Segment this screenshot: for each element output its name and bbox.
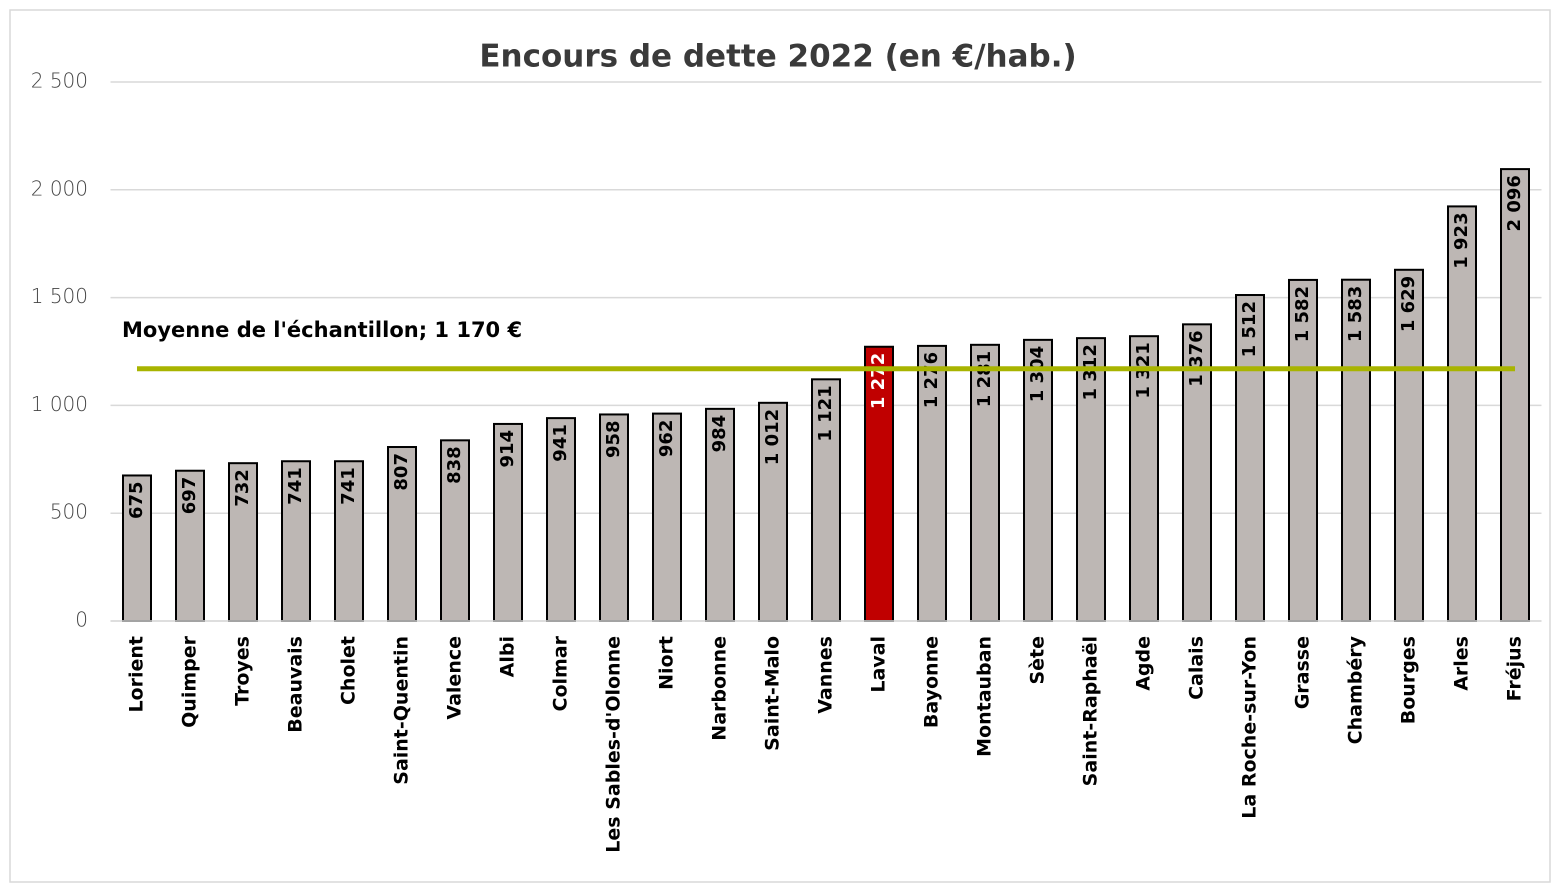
x-tick-label: Chambéry xyxy=(1345,635,1367,744)
bar xyxy=(652,412,682,622)
x-tick-label: Troyes xyxy=(232,636,254,706)
value-label: 1 376 xyxy=(1186,330,1207,386)
bar xyxy=(1076,337,1106,622)
x-tick-label: Lorient xyxy=(126,636,148,713)
x-tick-label: Albi xyxy=(497,636,519,677)
value-label: 1 276 xyxy=(921,352,942,408)
value-label: 741 xyxy=(285,467,306,505)
x-tick-label: Saint-Raphaël xyxy=(1080,636,1102,786)
value-label: 1 583 xyxy=(1345,286,1366,342)
value-label: 1 512 xyxy=(1239,301,1260,357)
y-tick-label: 2 000 xyxy=(31,176,88,200)
x-tick-label: Niort xyxy=(656,636,678,690)
value-label: 984 xyxy=(709,415,730,453)
reference-label: Moyenne de l'échantillon; 1 170 € xyxy=(122,318,522,342)
bar xyxy=(1394,268,1424,622)
x-tick-label: Sète xyxy=(1027,636,1049,685)
value-label: 1 272 xyxy=(868,353,889,409)
bar xyxy=(705,407,735,623)
x-tick-label: Narbonne xyxy=(709,636,731,741)
bar xyxy=(1447,205,1477,622)
bar xyxy=(970,343,1000,622)
value-label: 675 xyxy=(126,481,147,519)
value-label: 958 xyxy=(603,420,624,458)
x-tick-label: Grasse xyxy=(1292,636,1314,709)
x-tick-label: Bourges xyxy=(1398,636,1420,724)
bar xyxy=(917,344,947,622)
bar xyxy=(281,460,311,622)
value-label: 838 xyxy=(444,446,465,484)
y-tick-label: 0 xyxy=(75,608,88,632)
x-tick-label: Fréjus xyxy=(1504,636,1526,701)
y-tick-label: 500 xyxy=(50,500,88,524)
x-tick-label: Vannes xyxy=(815,636,837,714)
value-label: 1 304 xyxy=(1027,346,1048,402)
bar xyxy=(1129,335,1159,622)
bar xyxy=(758,401,788,622)
bar xyxy=(334,460,364,622)
x-tick-label: Saint-Quentin xyxy=(391,636,413,785)
bar xyxy=(1235,294,1265,622)
value-label: 914 xyxy=(497,430,518,468)
bar xyxy=(864,345,894,622)
value-label: 1 121 xyxy=(815,385,836,441)
x-tick-label: Arles xyxy=(1451,636,1473,691)
bar xyxy=(175,469,205,622)
x-tick-label: Agde xyxy=(1133,636,1155,691)
value-label: 1 923 xyxy=(1451,212,1472,268)
value-label: 962 xyxy=(656,420,677,458)
x-tick-label: Calais xyxy=(1186,636,1208,700)
bar xyxy=(546,417,576,622)
x-tick-label: Colmar xyxy=(550,635,572,711)
x-tick-label: Les Sables-d'Olonne xyxy=(603,636,625,853)
value-label: 2 096 xyxy=(1504,175,1525,231)
bar xyxy=(440,439,470,623)
x-tick-label: Saint-Malo xyxy=(762,636,784,751)
x-tick-label: Valence xyxy=(444,636,466,720)
value-label: 1 629 xyxy=(1398,276,1419,332)
x-tick-label: Beauvais xyxy=(285,636,307,733)
bar xyxy=(1500,168,1530,623)
x-tick-label: Bayonne xyxy=(921,636,943,728)
value-label: 807 xyxy=(391,453,412,491)
value-label: 1 582 xyxy=(1292,286,1313,342)
x-tick-label: Montauban xyxy=(974,636,996,757)
bar xyxy=(122,474,152,622)
bar xyxy=(811,378,841,623)
value-label: 941 xyxy=(550,424,571,462)
value-label: 732 xyxy=(232,469,253,507)
bar xyxy=(1288,278,1318,622)
y-tick-label: 1 000 xyxy=(31,392,88,416)
value-label: 1 281 xyxy=(974,351,995,407)
x-tick-label: Quimper xyxy=(179,635,201,727)
x-tick-label: La Roche-sur-Yon xyxy=(1239,636,1261,819)
chart-title: Encours de dette 2022 (en €/hab.) xyxy=(479,39,1076,75)
x-tick-label: Laval xyxy=(868,636,890,693)
value-label: 1 012 xyxy=(762,409,783,465)
value-label: 741 xyxy=(338,467,359,505)
y-tick-label: 2 500 xyxy=(31,69,88,93)
y-tick-label: 1 500 xyxy=(31,284,88,308)
value-label: 1 312 xyxy=(1080,344,1101,400)
bar xyxy=(387,446,417,622)
x-tick-label: Cholet xyxy=(338,636,360,705)
value-label: 697 xyxy=(179,477,200,515)
